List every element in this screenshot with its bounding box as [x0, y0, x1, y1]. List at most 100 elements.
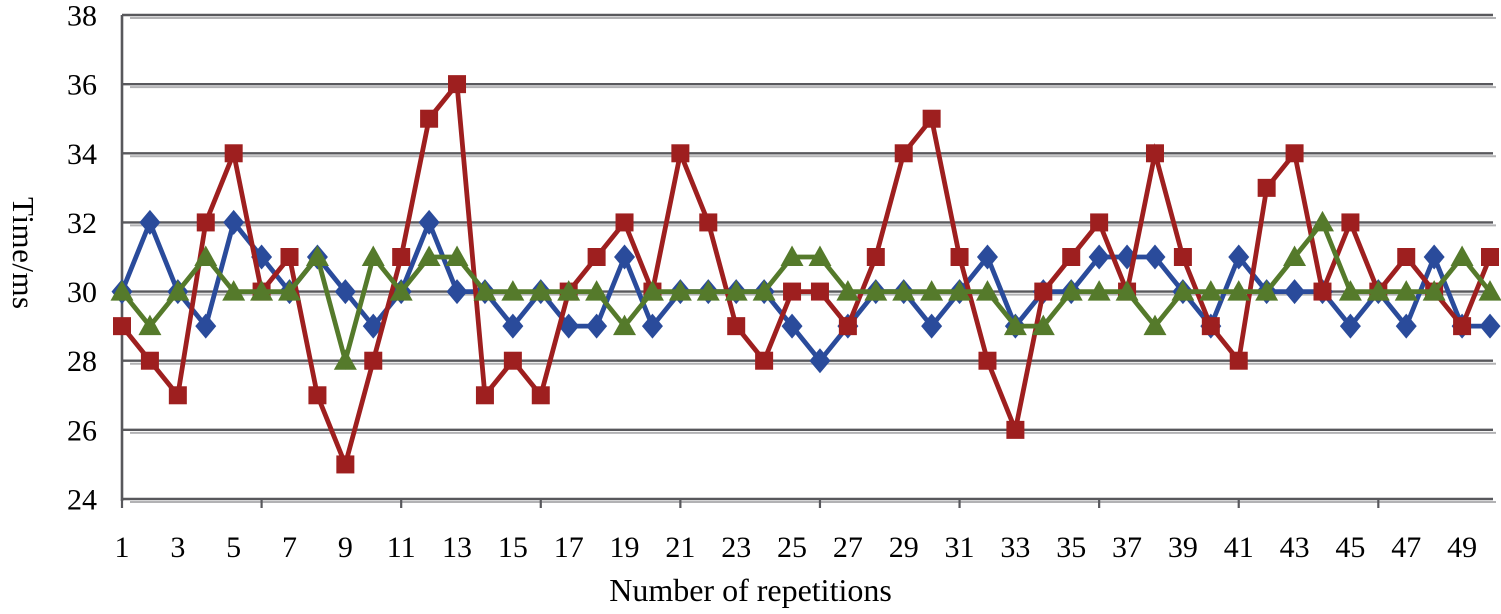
red-square-series-marker — [1285, 144, 1304, 163]
green-triangle-series-marker — [557, 280, 581, 301]
blue-diamond-series-marker — [586, 313, 608, 339]
green-triangle-series-marker — [752, 280, 776, 301]
x-axis-title: Number of repetitions — [609, 572, 892, 608]
x-tick-label: 23 — [721, 531, 751, 564]
red-square-series-marker — [140, 351, 159, 370]
red-square-series-marker — [1397, 248, 1416, 266]
red-square-series-marker — [978, 351, 997, 370]
green-triangle-series-marker — [333, 349, 357, 370]
green-triangle-series-marker — [250, 280, 274, 301]
x-tick-label: 9 — [338, 531, 353, 564]
green-triangle-series-marker — [780, 245, 804, 266]
x-tick-label: 21 — [665, 531, 695, 564]
green-triangle-series-marker — [920, 280, 944, 301]
green-triangle-series-marker — [361, 245, 385, 266]
green-triangle-series-marker — [1003, 314, 1027, 336]
red-square-series-marker — [755, 351, 774, 370]
y-axis-title: Time/ms — [6, 196, 41, 310]
x-tick-label: 49 — [1447, 531, 1477, 564]
red-square-series-marker — [503, 351, 522, 370]
blue-diamond-series-marker — [614, 244, 636, 270]
green-triangle-series-marker — [501, 280, 525, 301]
blue-diamond-series-marker — [139, 209, 161, 235]
green-triangle-series-marker — [1422, 280, 1446, 301]
blue-diamond-series-marker — [502, 313, 524, 339]
red-square-series-marker — [727, 317, 746, 336]
green-triangle-series-marker — [278, 280, 302, 301]
y-tick-label: 30 — [67, 276, 97, 309]
red-square-series-marker — [866, 248, 885, 266]
blue-diamond-series-marker — [418, 209, 440, 235]
green-triangle-series-marker — [836, 280, 860, 301]
x-tick-label: 39 — [1168, 531, 1198, 564]
red-square-series-marker — [531, 386, 550, 405]
blue-diamond-series-marker — [921, 313, 943, 339]
x-tick-label: 1 — [115, 531, 130, 564]
red-square-series-marker — [810, 282, 829, 301]
x-tick-label: 5 — [226, 531, 241, 564]
red-square-series-marker — [364, 351, 383, 370]
blue-diamond-series-marker — [976, 244, 998, 270]
blue-diamond-series-marker — [1479, 313, 1501, 339]
green-triangle-series-marker — [696, 280, 720, 301]
x-tick-label: 25 — [777, 531, 807, 564]
red-square-series-line — [120, 77, 1493, 472]
green-triangle-series-marker — [975, 280, 999, 301]
blue-diamond-series-marker — [251, 244, 273, 270]
red-square-series-marker — [615, 213, 634, 232]
green-triangle-series-marker — [110, 280, 134, 301]
green-triangle-series-marker — [1115, 280, 1139, 301]
red-square-series-marker — [1341, 213, 1360, 232]
red-square-series-marker — [168, 386, 187, 405]
y-tick-label: 26 — [67, 414, 97, 447]
red-square-series-marker — [783, 282, 802, 301]
green-triangle-series-marker — [445, 245, 469, 266]
red-square-series-marker — [1173, 248, 1192, 266]
red-square-series-marker — [671, 144, 690, 163]
green-triangle-series-marker — [613, 314, 637, 336]
red-square-series-marker — [392, 248, 411, 266]
red-square-series-marker — [308, 386, 327, 405]
green-triangle-series-marker — [1450, 245, 1474, 266]
x-tick-label: 3 — [170, 531, 185, 564]
red-square-series-marker — [1453, 317, 1472, 336]
green-triangle-series-marker — [417, 245, 441, 266]
red-square-series-marker — [448, 75, 467, 94]
red-square-series-marker — [224, 144, 243, 163]
x-tick-label: 31 — [945, 531, 975, 564]
x-tick-label: 47 — [1391, 531, 1421, 564]
green-triangle-series-marker — [1087, 280, 1111, 301]
blue-diamond-series-marker — [1423, 244, 1445, 270]
x-tick-label: 29 — [889, 531, 919, 564]
green-triangle-series-marker — [1143, 314, 1167, 336]
blue-diamond-series-marker — [446, 279, 468, 305]
green-triangle-series-marker — [166, 280, 190, 301]
green-triangle-series-marker — [1310, 210, 1334, 232]
blue-diamond-series-marker — [781, 313, 803, 339]
red-square-series-marker — [1313, 282, 1332, 301]
x-tick-label: 33 — [1000, 531, 1030, 564]
green-triangle-series-marker — [305, 245, 329, 266]
blue-diamond-series-marker — [641, 313, 663, 339]
blue-diamond-series-marker — [1228, 244, 1250, 270]
green-triangle-series-marker — [1338, 280, 1362, 301]
blue-diamond-series-marker — [1284, 279, 1306, 305]
red-square-series-marker — [475, 386, 494, 405]
blue-diamond-series-marker — [223, 209, 245, 235]
x-tick-label: 27 — [833, 531, 863, 564]
red-square-series-marker — [699, 213, 718, 232]
green-triangle-series-marker — [1255, 280, 1279, 301]
red-square-series-marker — [1257, 178, 1276, 197]
red-square-series-marker — [950, 248, 969, 266]
x-tick-label: 43 — [1280, 531, 1310, 564]
green-triangle-series-marker — [640, 280, 664, 301]
red-square-series-marker — [336, 455, 355, 474]
y-tick-label: 38 — [67, 0, 97, 33]
red-square-series-marker — [1006, 420, 1025, 439]
blue-diamond-series-marker — [1395, 313, 1417, 339]
green-triangle-series-marker — [194, 245, 218, 266]
x-tick-label: 15 — [498, 531, 528, 564]
green-triangle-series-marker — [808, 245, 832, 266]
